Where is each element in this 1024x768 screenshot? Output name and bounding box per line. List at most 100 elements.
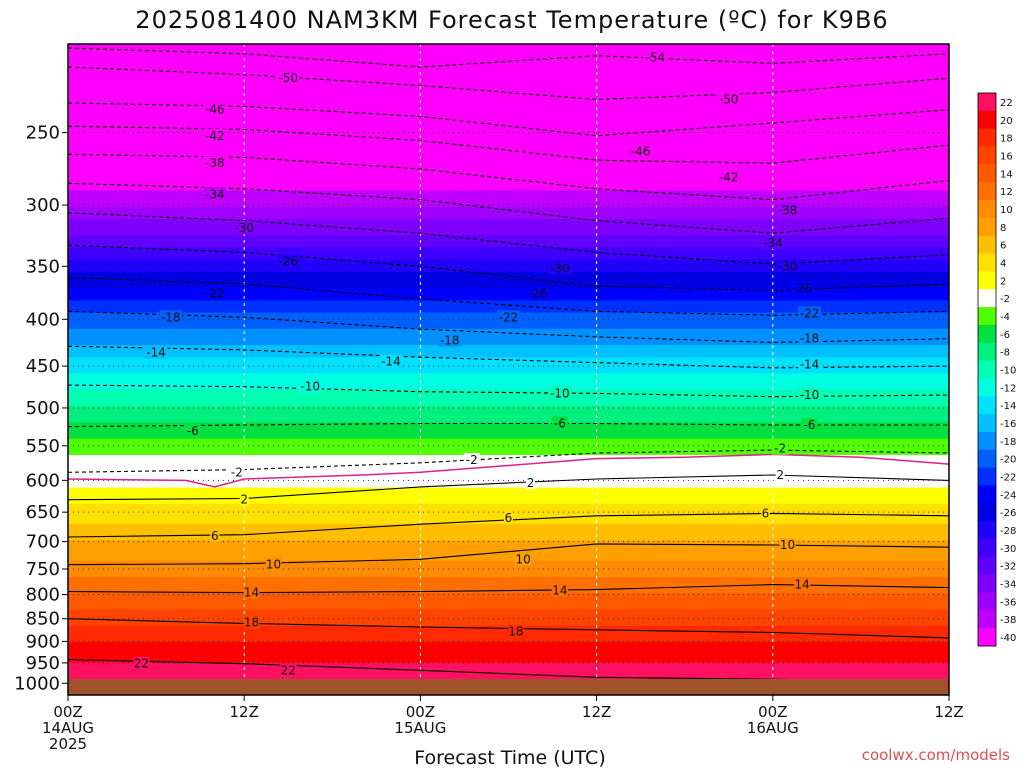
temperature-band	[68, 223, 949, 228]
chart-title: 2025081400 NAM3KM Forecast Temperature (…	[135, 6, 888, 34]
colorbar-label: -24	[1000, 490, 1016, 501]
contour-label-bg	[548, 261, 572, 275]
colorbar-swatch	[978, 396, 996, 415]
colorbar-swatch	[978, 253, 996, 272]
colorbar-swatch	[978, 164, 996, 183]
temperature-band	[68, 638, 949, 643]
contour-label: 18	[244, 615, 259, 629]
temperature-band	[68, 56, 949, 61]
contour-label-bg	[761, 235, 785, 249]
contour-label-bg	[203, 128, 227, 142]
temperature-band	[68, 621, 949, 627]
temperature-band	[68, 231, 949, 236]
temperature-band	[68, 96, 949, 102]
contour-label-bg	[463, 452, 480, 466]
colorbar-label: -8	[1000, 348, 1010, 359]
temperature-band	[68, 593, 949, 598]
temperature-band	[68, 60, 949, 65]
temperature-band	[68, 414, 949, 419]
contour-label: -50	[719, 93, 739, 107]
contour-label-bg	[551, 416, 568, 430]
contour-label: -10	[550, 386, 570, 400]
credit-link[interactable]: coolwx.com/models	[862, 746, 1010, 764]
temperature-band	[68, 190, 949, 196]
temperature-band	[68, 459, 949, 464]
temperature-band	[68, 324, 949, 330]
contour-label: -10	[300, 380, 320, 394]
temperature-band	[68, 182, 949, 188]
y-tick-label: 400	[26, 309, 60, 330]
colorbar-label: -6	[1000, 330, 1010, 341]
colorbar-label: -30	[1000, 544, 1016, 555]
temperature-band	[68, 52, 949, 57]
colorbar-swatch	[978, 574, 996, 593]
temperature-band	[68, 572, 949, 578]
colorbar-label: -2	[1000, 294, 1010, 305]
contour-label: -42	[719, 171, 739, 185]
colorbar-label: 4	[1000, 258, 1006, 269]
temperature-band	[68, 341, 949, 346]
colorbar-swatch	[978, 235, 996, 254]
temperature-band	[68, 68, 949, 74]
temperature-band	[68, 243, 949, 249]
isotherm-line	[68, 543, 949, 566]
colorbar-label: -38	[1000, 615, 1016, 626]
contour-label: -18	[440, 334, 460, 348]
contour-label: -14	[146, 346, 166, 360]
temperature-band	[68, 157, 949, 163]
y-tick-label: 750	[26, 559, 60, 580]
colorbar-swatch	[978, 538, 996, 558]
y-tick-label: 1000	[14, 673, 60, 694]
isotherm-line	[68, 102, 949, 137]
temperature-band	[68, 117, 949, 122]
temperature-band	[68, 304, 949, 310]
temperature-band	[68, 442, 949, 448]
temperature-band	[68, 402, 949, 407]
colorbar-label: 18	[1000, 134, 1013, 145]
temperature-band	[68, 377, 949, 383]
temperature-band	[68, 271, 949, 277]
temperature-band	[68, 646, 949, 651]
y-tick-label: 450	[26, 356, 60, 377]
x-tick-label: 14AUG	[42, 719, 94, 737]
temperature-band	[68, 239, 949, 244]
temperature-band	[68, 373, 949, 379]
contour-label-bg	[507, 624, 524, 638]
contour-label-bg	[184, 424, 201, 438]
contour-label: 6	[211, 529, 219, 543]
contour-label-bg	[798, 388, 822, 402]
contour-label-bg	[779, 537, 796, 551]
colorbar-swatch	[978, 110, 996, 130]
temperature-band	[68, 288, 949, 293]
contour-label: -42	[205, 129, 225, 143]
colorbar-swatch	[978, 628, 996, 647]
contour-label-bg	[798, 357, 822, 371]
contour-label: -14	[800, 357, 820, 371]
colorbar-swatch	[978, 521, 996, 540]
temperature-band	[68, 76, 949, 82]
temperature-band	[68, 397, 949, 403]
colorbar-swatch	[978, 503, 996, 522]
colorbar-swatch	[978, 289, 996, 308]
colorbar-label: 2	[1000, 276, 1006, 287]
temperature-band	[68, 426, 949, 432]
contour-label: -26	[528, 287, 548, 301]
temperature-band	[68, 121, 949, 126]
plot-frame	[67, 43, 950, 696]
temperature-band	[68, 528, 949, 533]
x-tick-label: 00Z	[758, 703, 787, 721]
temperature-band	[68, 345, 949, 350]
isotherm-line	[68, 66, 949, 101]
colorbar-swatch	[978, 128, 996, 147]
colorbar-swatch	[978, 485, 996, 504]
temperature-band	[68, 292, 949, 297]
contour-label-bg	[775, 259, 799, 273]
contour-label: 2	[527, 476, 535, 490]
x-tick-label: 16AUG	[747, 719, 799, 737]
ground-surface	[68, 679, 949, 695]
contour-label: -6	[187, 424, 199, 438]
temperature-band	[68, 467, 949, 472]
temperature-band	[68, 80, 949, 86]
contour-label-bg	[798, 306, 822, 320]
